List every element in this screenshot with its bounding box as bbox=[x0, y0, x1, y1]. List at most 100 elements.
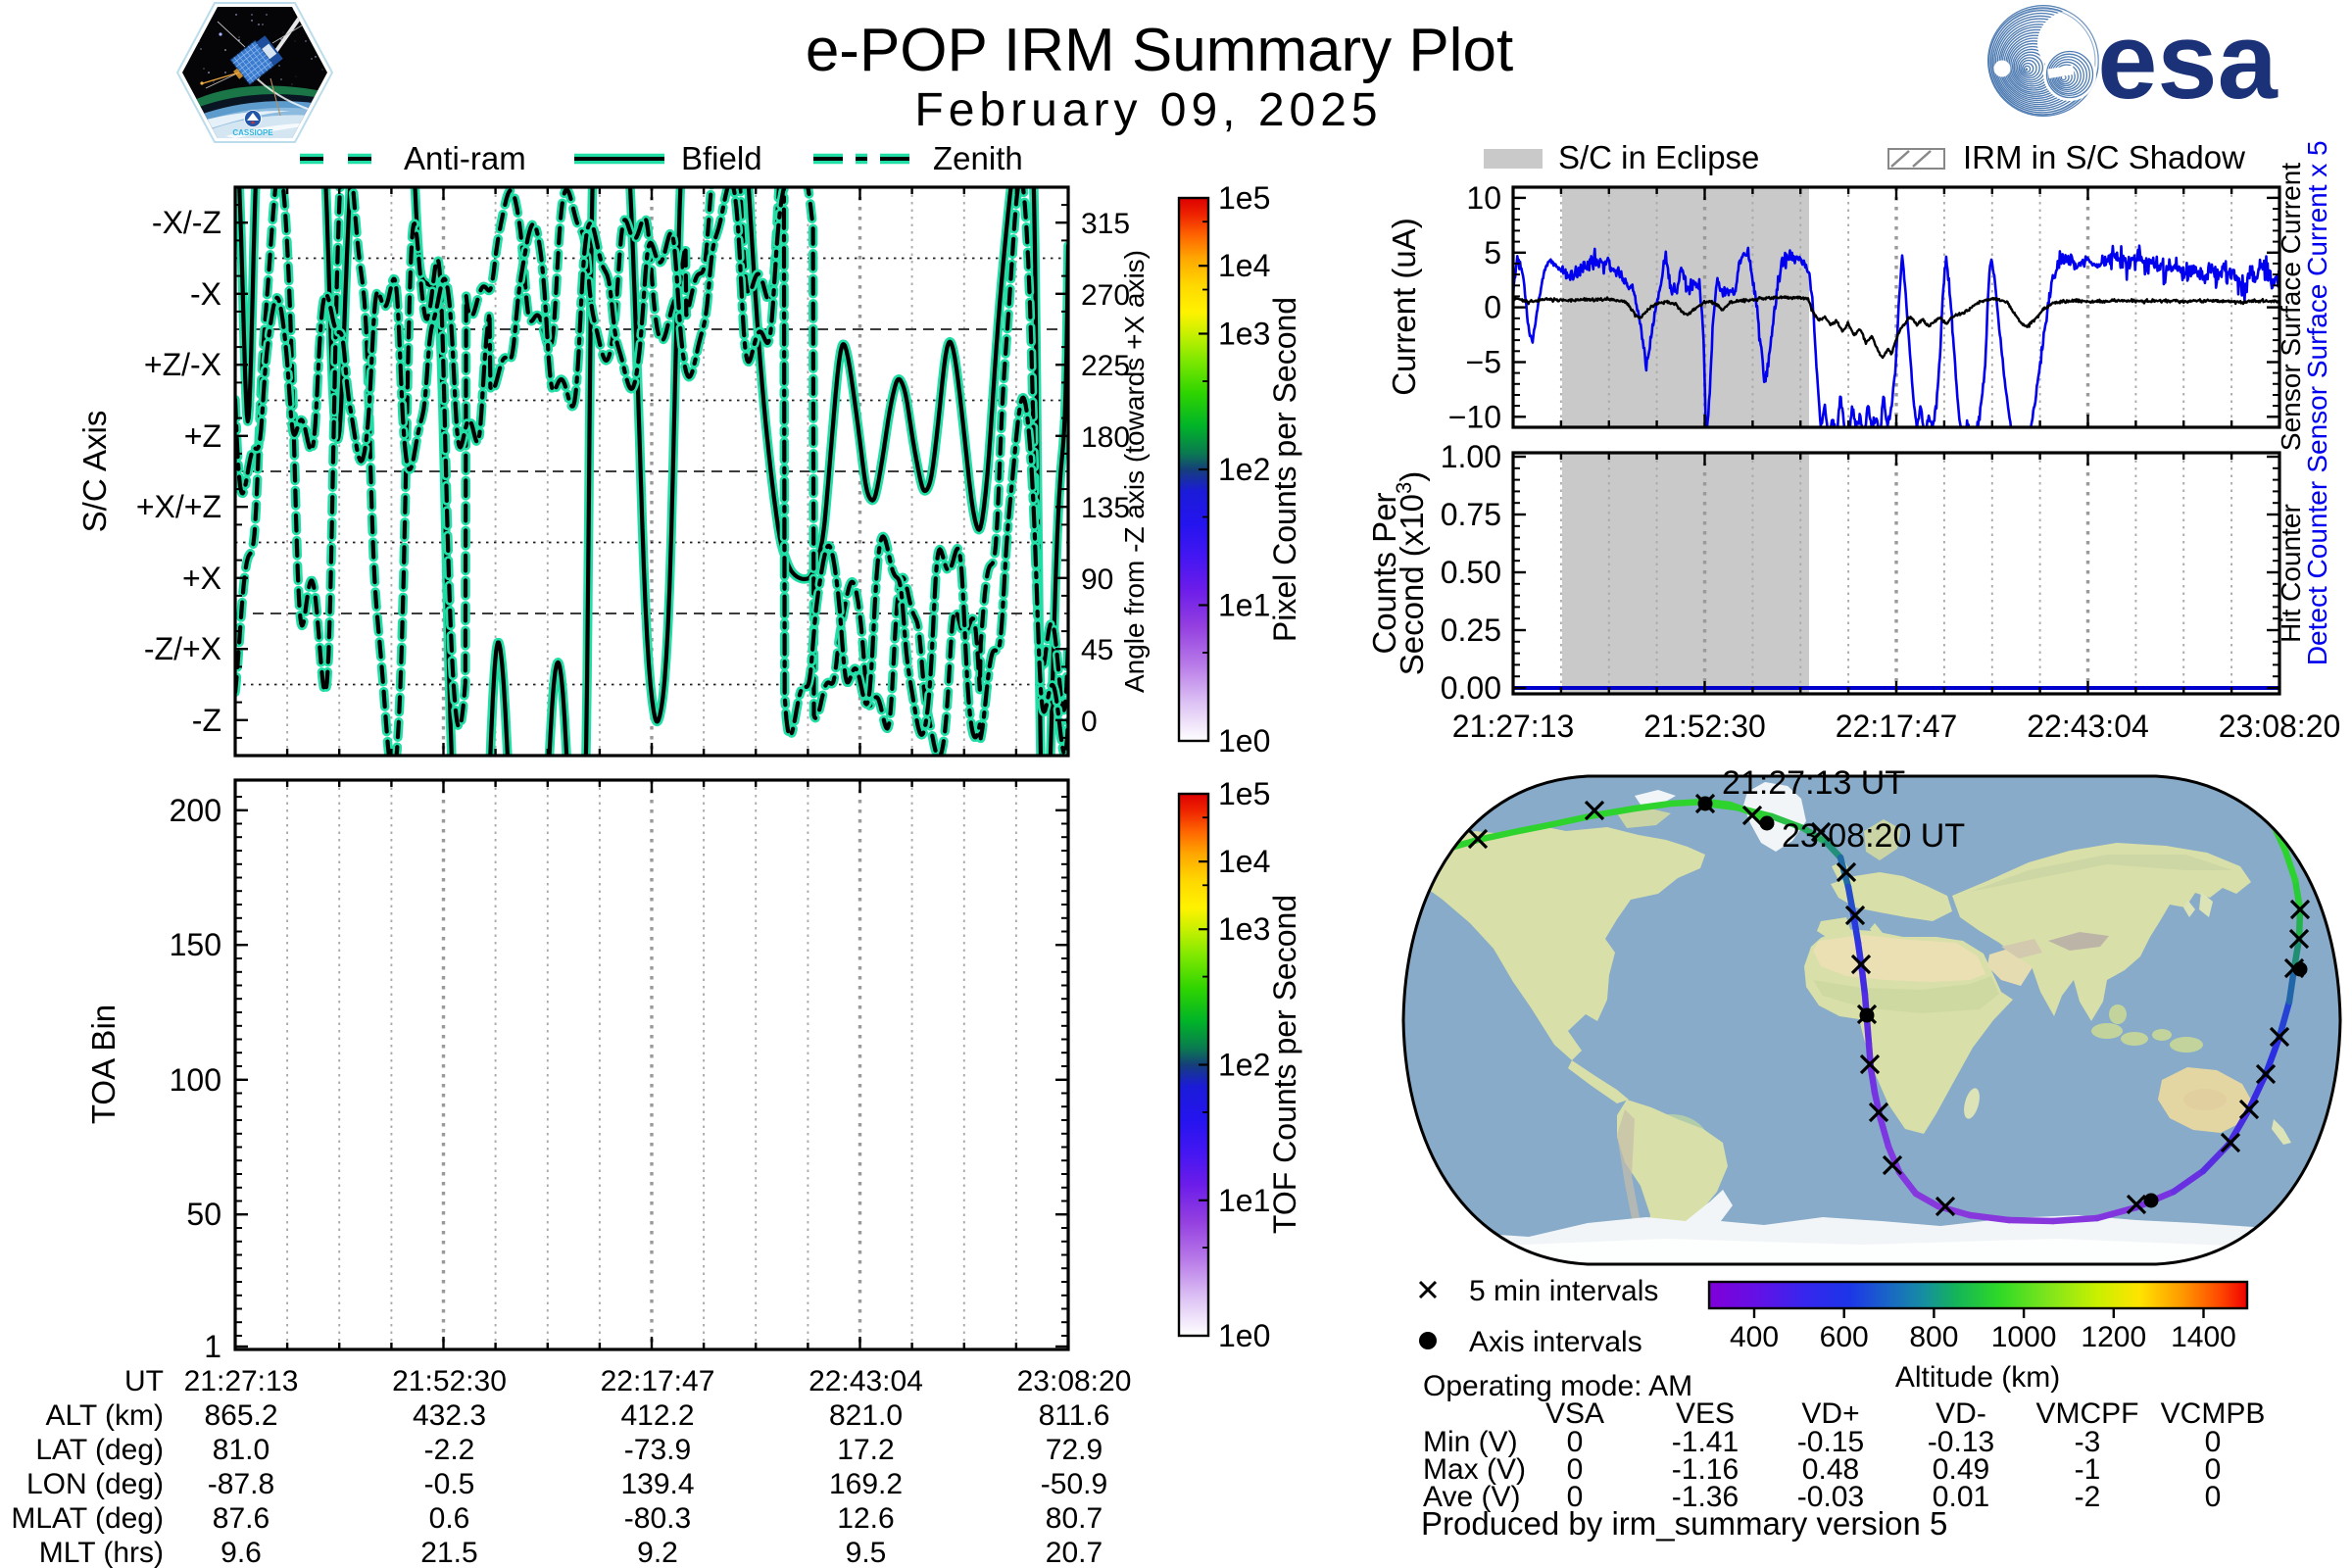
svg-text:22:17:47: 22:17:47 bbox=[601, 1365, 715, 1397]
svg-text:315: 315 bbox=[1081, 208, 1130, 240]
svg-text:1: 1 bbox=[204, 1329, 221, 1364]
svg-text:Max (V): Max (V) bbox=[1423, 1453, 1526, 1486]
svg-text:Counts Per: Counts Per bbox=[1366, 492, 1402, 654]
svg-text:600: 600 bbox=[1820, 1321, 1869, 1353]
svg-text:12.6: 12.6 bbox=[837, 1502, 894, 1535]
svg-text:21:27:13 UT: 21:27:13 UT bbox=[1722, 764, 1905, 802]
svg-text:22:17:47: 22:17:47 bbox=[1836, 709, 1958, 744]
svg-text:22:43:04: 22:43:04 bbox=[808, 1365, 923, 1397]
svg-text:23:08:20 UT: 23:08:20 UT bbox=[1782, 817, 1965, 855]
svg-text:865.2: 865.2 bbox=[204, 1399, 277, 1432]
svg-text:Current (uA): Current (uA) bbox=[1386, 218, 1422, 396]
svg-text:21:27:13: 21:27:13 bbox=[184, 1365, 299, 1397]
svg-text:+Z: +Z bbox=[184, 418, 221, 454]
svg-text:Zenith: Zenith bbox=[933, 140, 1023, 176]
svg-text:1200: 1200 bbox=[2081, 1321, 2146, 1353]
svg-text:5 min intervals: 5 min intervals bbox=[1469, 1275, 1658, 1307]
svg-text:TOF Counts per Second: TOF Counts per Second bbox=[1267, 895, 1302, 1234]
svg-text:-50.9: -50.9 bbox=[1041, 1468, 1107, 1500]
svg-text:800: 800 bbox=[1909, 1321, 1958, 1353]
svg-text:20.7: 20.7 bbox=[1046, 1537, 1102, 1568]
svg-text:VCMPB: VCMPB bbox=[2161, 1397, 2266, 1430]
svg-text:-0.13: -0.13 bbox=[1928, 1426, 1994, 1458]
svg-text:81.0: 81.0 bbox=[213, 1434, 270, 1466]
svg-text:-X/-Z: -X/-Z bbox=[152, 205, 221, 240]
svg-text:-73.9: -73.9 bbox=[624, 1434, 691, 1466]
svg-text:400: 400 bbox=[1730, 1321, 1779, 1353]
svg-text:1e3: 1e3 bbox=[1218, 911, 1270, 947]
svg-text:821.0: 821.0 bbox=[829, 1399, 903, 1432]
svg-text:0: 0 bbox=[1567, 1453, 1584, 1486]
svg-text:811.6: 811.6 bbox=[1039, 1399, 1110, 1432]
svg-text:esa: esa bbox=[2097, 1, 2278, 122]
svg-text:Second (x103): Second (x103) bbox=[1392, 471, 1430, 676]
svg-text:0: 0 bbox=[1484, 290, 1501, 325]
svg-text:Anti-ram: Anti-ram bbox=[404, 140, 526, 176]
svg-text:UT: UT bbox=[124, 1365, 164, 1397]
svg-text:MLT (hrs): MLT (hrs) bbox=[39, 1537, 164, 1568]
svg-text:100: 100 bbox=[170, 1062, 221, 1098]
svg-text:200: 200 bbox=[170, 793, 221, 828]
svg-text:22:43:04: 22:43:04 bbox=[2027, 709, 2149, 744]
svg-text:0.75: 0.75 bbox=[1441, 497, 1501, 532]
svg-text:23:08:20: 23:08:20 bbox=[1017, 1365, 1132, 1397]
svg-text:VD-: VD- bbox=[1936, 1397, 1986, 1430]
svg-text:21.5: 21.5 bbox=[420, 1537, 477, 1568]
svg-text:Hit Counter: Hit Counter bbox=[2276, 504, 2306, 643]
svg-text:Sensor Surface Current: Sensor Surface Current bbox=[2276, 163, 2306, 451]
svg-text:MLAT (deg): MLAT (deg) bbox=[11, 1502, 164, 1535]
svg-text:0.00: 0.00 bbox=[1441, 670, 1501, 706]
svg-text:Sensor Surface Current x 5: Sensor Surface Current x 5 bbox=[2302, 140, 2332, 472]
svg-text:150: 150 bbox=[170, 927, 221, 962]
svg-text:50: 50 bbox=[186, 1197, 221, 1232]
svg-text:225: 225 bbox=[1081, 350, 1130, 382]
svg-text:21:52:30: 21:52:30 bbox=[1643, 709, 1766, 744]
svg-text:1e4: 1e4 bbox=[1218, 844, 1270, 879]
svg-text:135: 135 bbox=[1081, 492, 1130, 524]
svg-text:-87.8: -87.8 bbox=[208, 1468, 274, 1500]
svg-text:ALT (km): ALT (km) bbox=[45, 1399, 164, 1432]
svg-text:1e5: 1e5 bbox=[1218, 180, 1270, 216]
svg-text:0: 0 bbox=[1567, 1426, 1584, 1458]
svg-text:-1.41: -1.41 bbox=[1672, 1426, 1739, 1458]
svg-text:-3: -3 bbox=[2075, 1426, 2101, 1458]
svg-text:VMCPF: VMCPF bbox=[2036, 1397, 2139, 1430]
svg-text:Axis intervals: Axis intervals bbox=[1469, 1326, 1642, 1358]
svg-text:Ave (V): Ave (V) bbox=[1423, 1481, 1520, 1513]
svg-text:VD+: VD+ bbox=[1801, 1397, 1859, 1430]
svg-text:180: 180 bbox=[1081, 421, 1130, 454]
svg-text:87.6: 87.6 bbox=[213, 1502, 270, 1535]
svg-text:-0.03: -0.03 bbox=[1797, 1481, 1864, 1513]
svg-text:1e4: 1e4 bbox=[1218, 248, 1270, 283]
svg-text:−10: −10 bbox=[1448, 399, 1501, 434]
svg-text:-0.5: -0.5 bbox=[424, 1468, 475, 1500]
svg-text:1.00: 1.00 bbox=[1441, 439, 1501, 474]
svg-text:-2: -2 bbox=[2075, 1481, 2101, 1513]
svg-text:1e1: 1e1 bbox=[1218, 588, 1270, 623]
svg-text:CASSIOPE: CASSIOPE bbox=[232, 128, 273, 137]
svg-text:1e0: 1e0 bbox=[1218, 1318, 1270, 1353]
svg-text:1e2: 1e2 bbox=[1218, 1048, 1270, 1083]
svg-text:9.5: 9.5 bbox=[846, 1537, 887, 1568]
svg-text:Min (V): Min (V) bbox=[1423, 1426, 1518, 1458]
svg-text:45: 45 bbox=[1081, 634, 1113, 666]
svg-text:Operating mode: AM: Operating mode: AM bbox=[1423, 1370, 1692, 1402]
svg-text:-Z/+X: -Z/+X bbox=[144, 631, 221, 666]
svg-text:-0.15: -0.15 bbox=[1797, 1426, 1864, 1458]
svg-text:−5: −5 bbox=[1466, 345, 1501, 380]
svg-text:Detect Counter: Detect Counter bbox=[2302, 481, 2332, 665]
svg-text:e-POP IRM Summary Plot: e-POP IRM Summary Plot bbox=[806, 17, 1513, 84]
svg-text:LON (deg): LON (deg) bbox=[26, 1468, 164, 1500]
svg-text:23:08:20: 23:08:20 bbox=[2219, 709, 2341, 744]
svg-text:9.2: 9.2 bbox=[637, 1537, 678, 1568]
svg-text:1e2: 1e2 bbox=[1218, 452, 1270, 487]
svg-text:Angle from -Z axis (towards +X: Angle from -Z axis (towards +X axis) bbox=[1119, 250, 1150, 693]
svg-text:TOA Bin: TOA Bin bbox=[85, 1004, 122, 1124]
svg-text:Pixel Counts per Second: Pixel Counts per Second bbox=[1267, 297, 1302, 642]
svg-text:90: 90 bbox=[1081, 564, 1113, 596]
svg-text:1e3: 1e3 bbox=[1218, 317, 1270, 352]
svg-text:72.9: 72.9 bbox=[1046, 1434, 1102, 1466]
svg-text:0: 0 bbox=[2205, 1426, 2222, 1458]
svg-text:17.2: 17.2 bbox=[837, 1434, 894, 1466]
svg-text:432.3: 432.3 bbox=[413, 1399, 486, 1432]
